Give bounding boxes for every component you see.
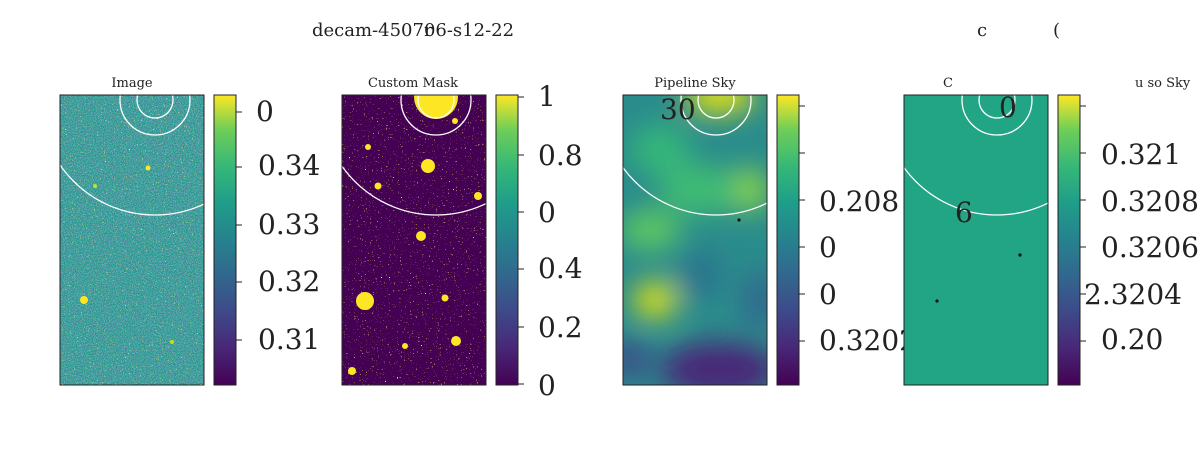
colorbar-tick-label: 1 <box>538 80 556 113</box>
panel-four-frame <box>903 94 1049 386</box>
suptitle-left: decam-450706-s12-22 <box>312 20 514 41</box>
colorbar-tick-label: 0.3206 <box>1101 231 1199 264</box>
colorbar <box>496 95 518 385</box>
panel-four: C u so Sky 0 6 0.321 0.3208 0.3206 2.320… <box>903 76 1199 386</box>
colorbar-ticks <box>799 105 805 342</box>
colorbar-tick-label: 0 <box>538 196 556 229</box>
colorbar-tick-label: 0.33 <box>258 208 320 241</box>
colorbar-tick-label: 2.3204 <box>1084 278 1182 311</box>
panel-four-heatmap <box>904 95 1048 385</box>
colorbar-tick-label: 0.2 <box>538 311 583 344</box>
colorbar-tick-label: 0 <box>819 231 837 264</box>
panel-custom-mask: Custom Mask <box>341 76 583 402</box>
colorbar-tick-label: 0.4 <box>538 252 583 285</box>
colorbar-tick-label: 0 <box>538 369 556 402</box>
panel-image: Image 0 0.34 0.33 0.32 0.31 <box>59 76 320 386</box>
suptitle-right-b: ( <box>1053 20 1060 41</box>
overlay-label: 0 <box>999 91 1017 124</box>
panel-title: Pipeline Sky <box>654 76 736 91</box>
pipeline-sky-heatmap <box>623 95 767 385</box>
colorbar-tick-label: 0 <box>256 95 274 128</box>
colorbar <box>214 95 236 385</box>
colorbar-tick-label: 0 <box>819 278 837 311</box>
panel-pipeline-sky: Pipeline Sky 30 <box>622 76 917 386</box>
colorbar-ticks <box>518 96 524 385</box>
colorbar-tick-label: 0.34 <box>258 149 320 182</box>
colorbar <box>1058 95 1080 385</box>
colorbar <box>777 95 799 385</box>
suptitle-right-a: c <box>977 20 987 41</box>
panel-title: C <box>943 76 953 91</box>
colorbar-tick-label: 0.3208 <box>1101 185 1199 218</box>
panel-title: Custom Mask <box>368 76 458 91</box>
overlay-label: 30 <box>660 93 696 126</box>
colorbar-tick-label: 0.20 <box>1101 323 1163 356</box>
mask-frame <box>341 94 487 386</box>
colorbar-ticks <box>1080 105 1086 342</box>
colorbar-tick-label: 0.321 <box>1101 138 1181 171</box>
image-frame <box>59 94 205 386</box>
suptitle-overlap: r <box>424 20 433 41</box>
colorbar-tick-label: 0.31 <box>258 323 320 356</box>
mask-heatmap <box>342 95 486 385</box>
pipeline-sky-frame <box>622 94 768 386</box>
overlay-label: 6 <box>955 196 973 229</box>
panel-title-extra: u so Sky <box>1135 76 1191 91</box>
panel-title: Image <box>111 76 153 91</box>
image-heatmap <box>60 95 204 385</box>
colorbar-tick-label: 0.32 <box>258 265 320 298</box>
colorbar-tick-label: 0.3202 <box>819 324 917 357</box>
colorbar-tick-label: 0.8 <box>538 139 583 172</box>
colorbar-ticks <box>236 111 242 341</box>
colorbar-tick-label: 0.208 <box>819 185 899 218</box>
